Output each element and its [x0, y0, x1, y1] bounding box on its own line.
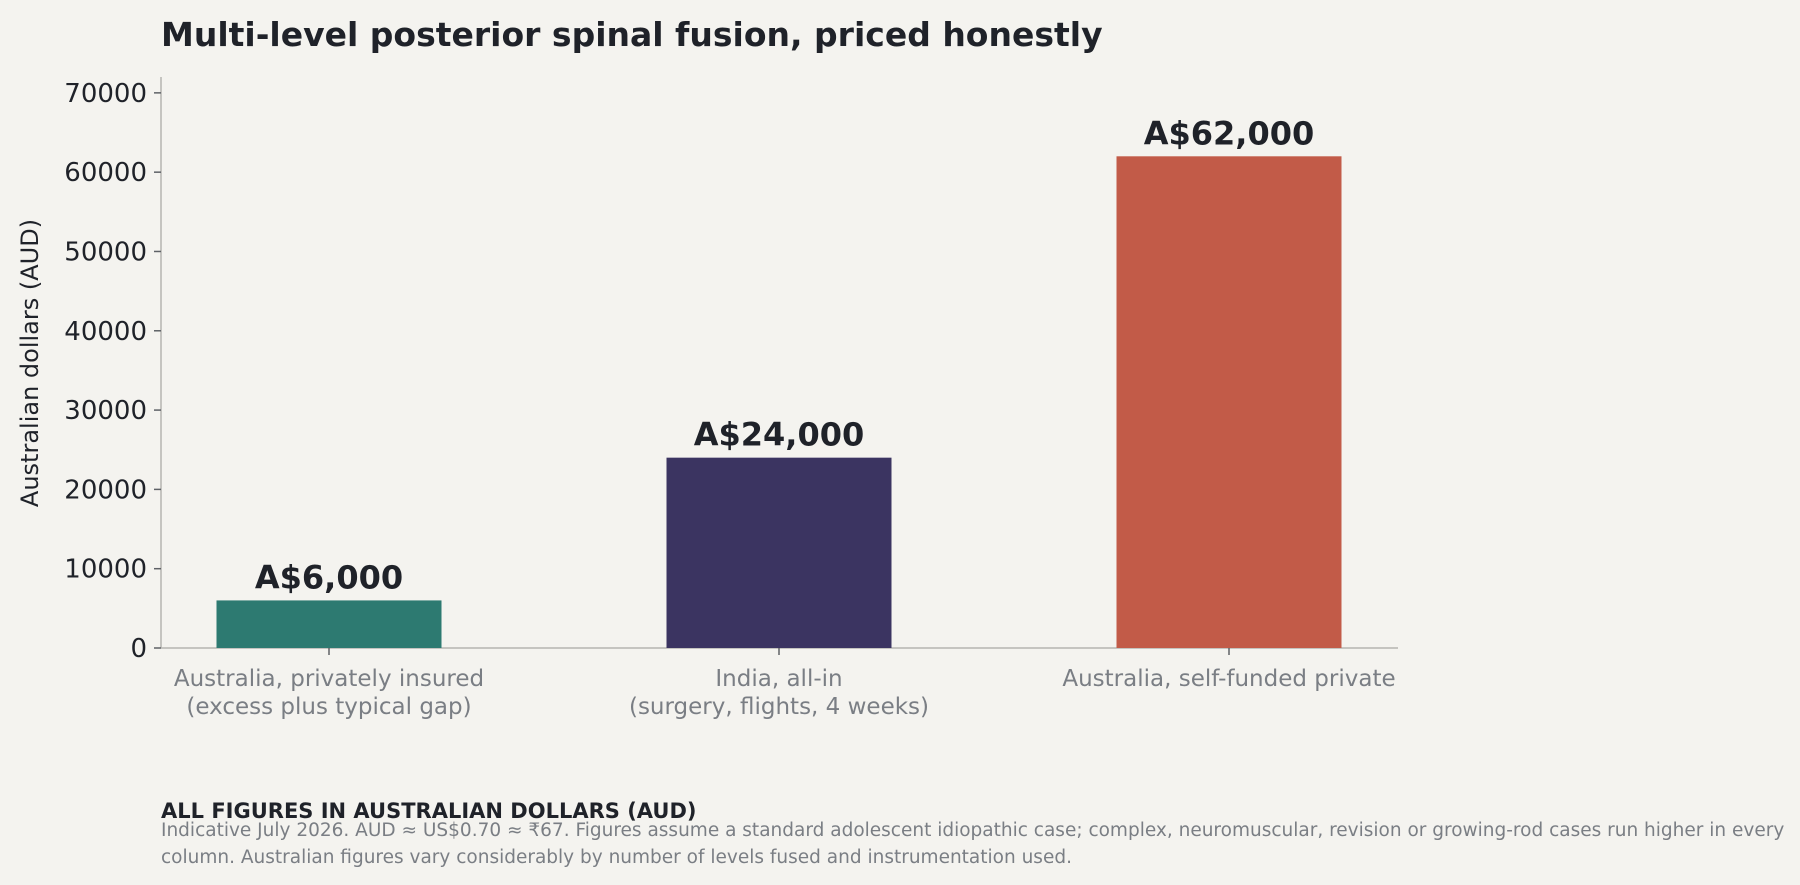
bar-value-label: A$62,000	[1144, 114, 1315, 152]
x-tick-label: Australia, privately insured (excess plus…	[174, 666, 484, 720]
y-tick-label: 30000	[64, 396, 147, 426]
x-tick-label-line: India, all-in	[715, 666, 842, 692]
y-axis-label: Australian dollars (AUD)	[16, 219, 44, 507]
y-tick-label: 10000	[64, 555, 147, 585]
y-tick-label: 0	[130, 634, 147, 664]
x-tick-label: India, all-in (surgery, flights, 4 weeks)	[629, 666, 929, 720]
x-tick-label: Australia, self-funded private	[1062, 666, 1395, 692]
x-tick-label-line: (excess plus typical gap)	[186, 694, 471, 720]
bar-value-label: A$6,000	[255, 558, 403, 596]
bar	[666, 457, 892, 648]
plot-area: 0 10000 20000 30000 40000 50000 60000 70000 A$6,…	[64, 77, 1398, 720]
y-tick-label: 20000	[64, 475, 147, 505]
bar	[216, 600, 442, 648]
footnote-heading: ALL FIGURES IN AUSTRALIAN DOLLARS (AUD)	[161, 799, 697, 823]
footnote-text: Indicative July 2026. AUD ≈ US$0.70 ≈ ₹6…	[161, 820, 1785, 868]
bar-value-label: A$24,000	[694, 416, 865, 454]
x-tick-label-line: Australia, privately insured	[174, 666, 484, 692]
bar	[1116, 156, 1342, 649]
y-tick-label: 50000	[64, 237, 147, 267]
chart-title: Multi-level posterior spinal fusion, pri…	[161, 15, 1103, 54]
x-tick-label-line: Australia, self-funded private	[1062, 666, 1395, 692]
y-tick-label: 40000	[64, 317, 147, 347]
y-tick-label: 70000	[64, 79, 147, 109]
x-tick-label-line: (surgery, flights, 4 weeks)	[629, 694, 929, 720]
y-tick-label: 60000	[64, 158, 147, 188]
